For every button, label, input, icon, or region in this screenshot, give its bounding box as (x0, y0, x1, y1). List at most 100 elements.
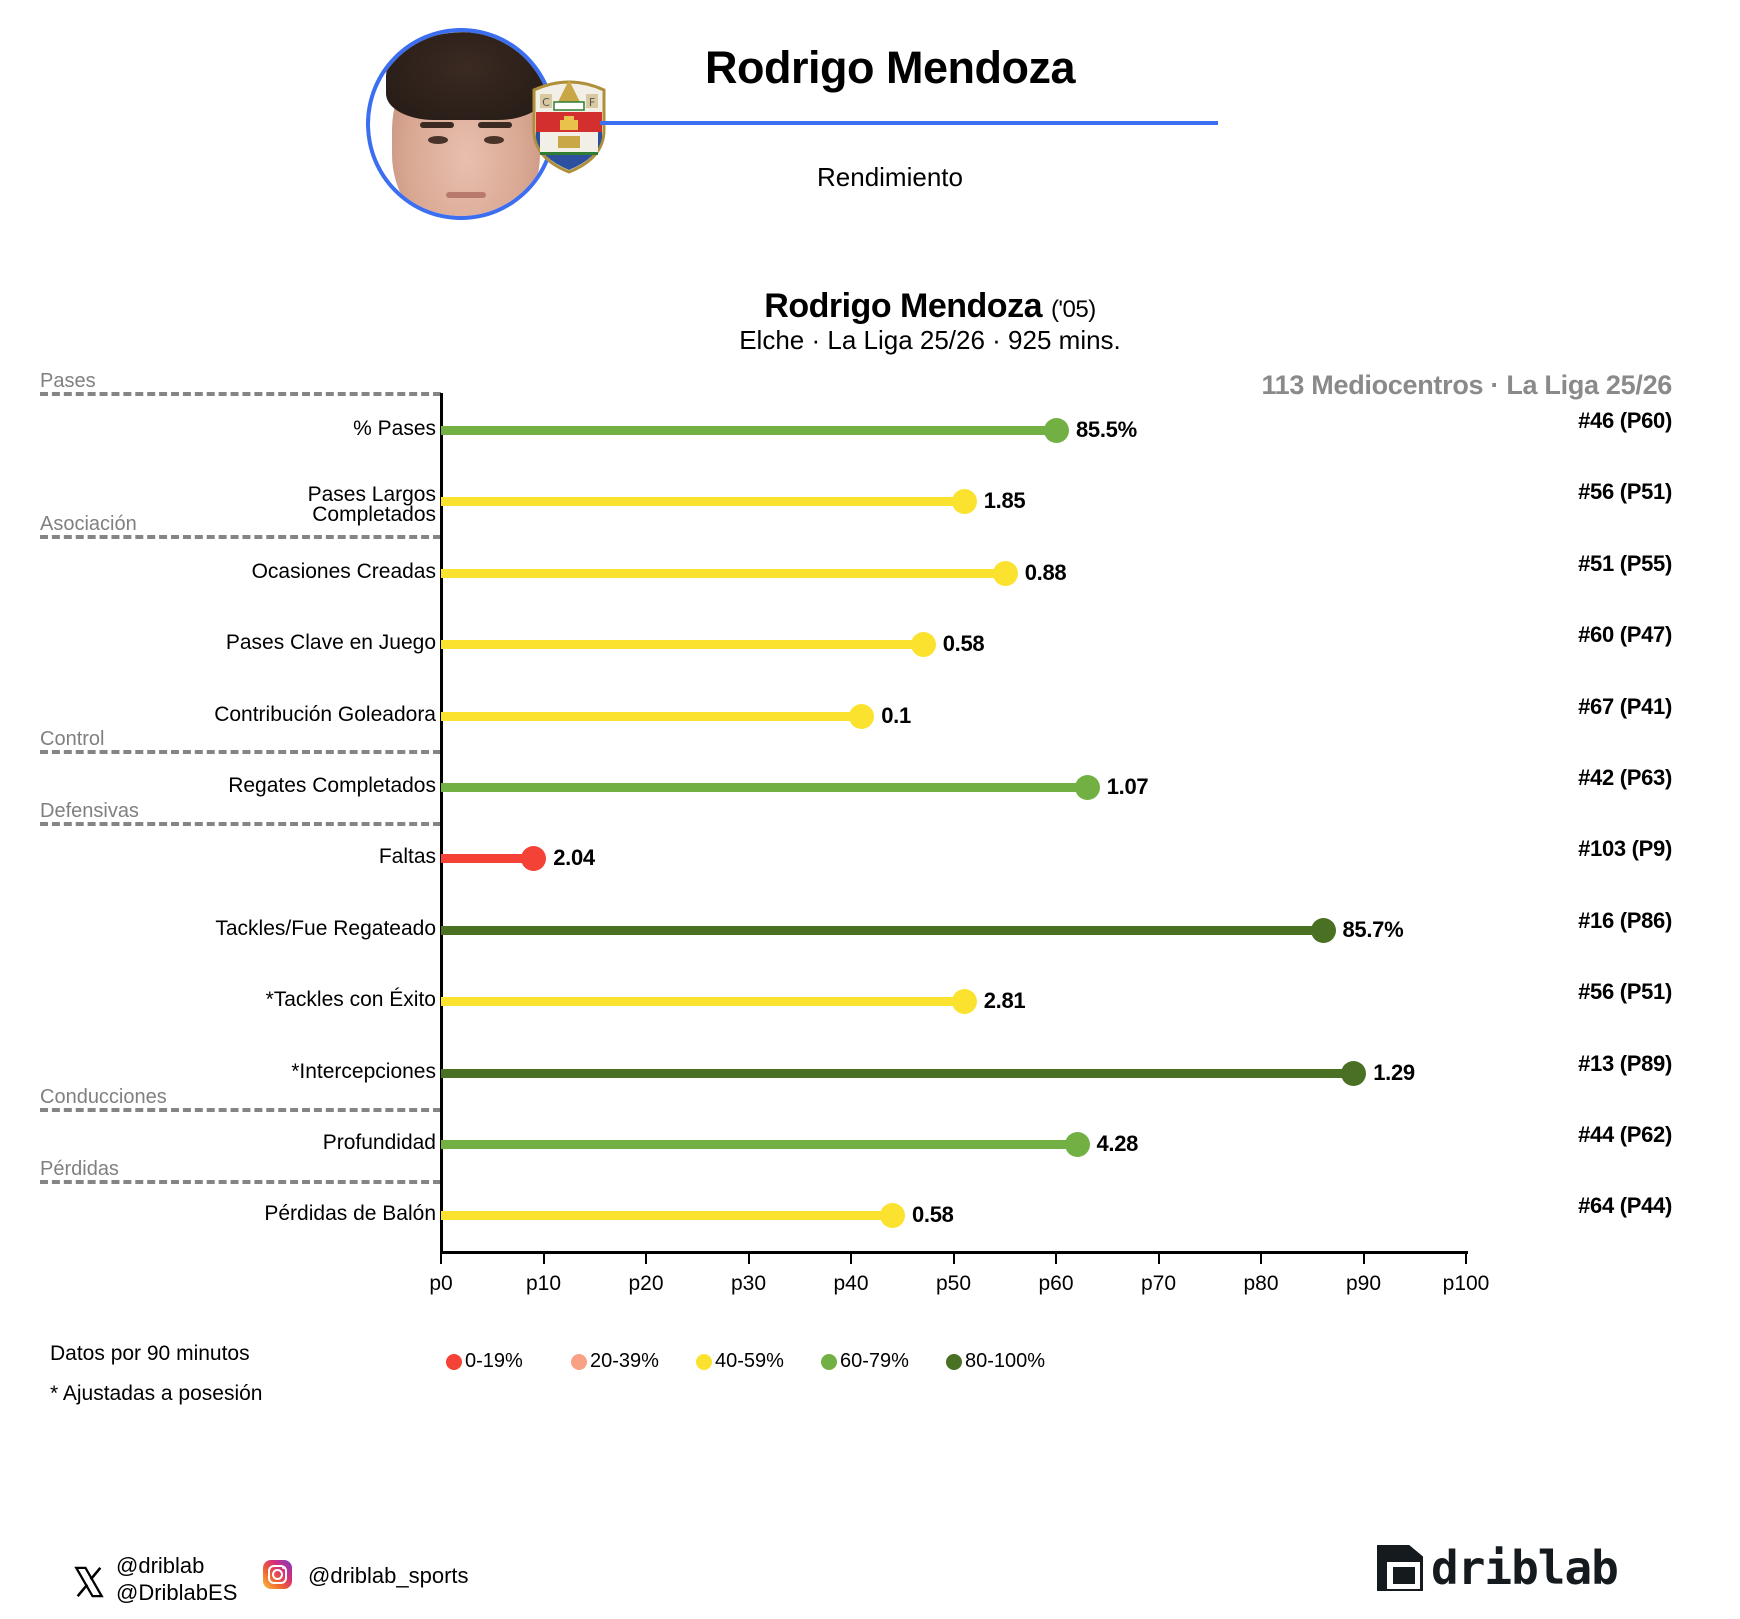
x-axis-tick (440, 1254, 442, 1264)
x-axis-tick (1465, 1254, 1467, 1264)
metric-rank: #42 (P63) (1578, 765, 1672, 790)
metric-rank: #60 (P47) (1578, 622, 1672, 648)
legend-item-40-59: 40-59% (696, 1350, 784, 1373)
x-axis-tick-label: p70 (1140, 1272, 1177, 1295)
metric-dot (521, 846, 547, 872)
section-label-conducciones: Conducciones (40, 1086, 167, 1108)
population-label: 113 Mediocentros · La Liga 25/26 (1261, 370, 1672, 400)
note-possession: * Ajustadas a posesión (50, 1382, 263, 1405)
x-axis-tick-label: p90 (1345, 1272, 1382, 1295)
metric-value: 1.85 (983, 488, 1026, 514)
legend-label: 80-100% (965, 1350, 1046, 1372)
section-divider-defensivas (40, 822, 441, 826)
metric-dot (951, 989, 977, 1015)
x-axis-tick-label: p0 (429, 1272, 453, 1295)
note-per90: Datos por 90 minutos (50, 1342, 250, 1365)
metric-label: Pases Largos (307, 483, 436, 507)
chart-birth-year: ('05) (1050, 296, 1096, 323)
legend-item-20-39: 20-39% (571, 1350, 659, 1373)
metric-dot (992, 560, 1018, 586)
metric-bar (441, 497, 964, 507)
player-brow-left (420, 122, 454, 128)
x-axis-tick (747, 1254, 750, 1264)
x-axis-tick (1260, 1254, 1262, 1264)
x-axis (440, 1251, 1468, 1254)
section-divider-asociacion (40, 535, 441, 539)
legend-item-60-79: 60-79% (821, 1350, 909, 1373)
x-axis-tick (952, 1254, 955, 1264)
x-axis-tick (1157, 1254, 1160, 1264)
driblab-logo: driblab (1377, 1541, 1619, 1595)
legend-dot-green-icon (821, 1353, 837, 1370)
metric-value: 0.58 (942, 631, 985, 657)
x-axis-tick-label: p10 (525, 1272, 562, 1295)
section-divider-control (40, 750, 441, 754)
legend-dot-red-icon (446, 1353, 462, 1370)
metric-dot (1064, 1132, 1090, 1157)
section-divider-perdidas (40, 1180, 441, 1184)
metric-label: Ocasiones Creadas (251, 559, 436, 583)
legend-label: 40-59% (715, 1350, 784, 1372)
metric-dot (951, 489, 977, 515)
legend-label: 60-79% (840, 1350, 909, 1372)
x-axis-tick (645, 1254, 647, 1264)
metric-label: % Pases (353, 417, 436, 440)
legend-label: 0-19% (465, 1350, 523, 1372)
page-subtitle: Rendimiento (817, 162, 963, 192)
instagram-handle[interactable]: @driblab_sports (308, 1563, 469, 1588)
metric-dot (1341, 1060, 1367, 1086)
metric-value: 2.81 (983, 988, 1026, 1014)
x-axis-tick-label: p60 (1038, 1272, 1074, 1295)
metric-label: Faltas (378, 845, 436, 869)
x-handle-1[interactable]: @driblab (116, 1553, 205, 1578)
x-handle-2[interactable]: @DriblabES (116, 1580, 238, 1605)
section-divider-pases (40, 392, 441, 396)
player-photo (366, 28, 556, 220)
metric-dot (880, 1203, 905, 1229)
metric-rank: #44 (P62) (1578, 1122, 1672, 1147)
x-axis-tick (1362, 1254, 1365, 1264)
metric-dot (1044, 418, 1069, 443)
player-mouth (446, 192, 486, 198)
metric-value: 1.07 (1106, 774, 1149, 799)
metric-bar (441, 925, 1323, 935)
x-axis-tick-label: p80 (1243, 1272, 1279, 1295)
x-axis-tick-label: p40 (833, 1272, 869, 1295)
player-brow-right (478, 122, 512, 128)
x-axis-tick-label: p50 (935, 1272, 972, 1295)
y-axis (440, 393, 443, 1254)
metric-value: 85.7% (1342, 916, 1404, 942)
metric-rank: #56 (P51) (1578, 979, 1672, 1005)
elche-crest-icon: C F (532, 80, 606, 174)
metric-rank: #56 (P51) (1578, 479, 1672, 505)
legend-dot-darkgreen-icon (946, 1353, 962, 1370)
metric-rank: #16 (P86) (1578, 907, 1672, 933)
player-eye-left (428, 136, 448, 144)
x-twitter-icon (74, 1566, 104, 1598)
header-divider (600, 121, 1218, 125)
metric-bar (441, 711, 862, 721)
metric-value: 1.29 (1373, 1059, 1415, 1085)
x-axis-tick (850, 1254, 852, 1264)
metric-dot (849, 703, 875, 729)
legend-item-80-100: 80-100% (946, 1350, 1045, 1373)
driblab-logo-text: driblab (1431, 1541, 1619, 1595)
x-axis-tick-label: p100 (1442, 1272, 1490, 1295)
svg-text:F: F (589, 96, 595, 109)
metric-bar (441, 997, 964, 1007)
section-label-defensivas: Defensivas (40, 800, 139, 822)
metric-value: 0.88 (1024, 559, 1067, 585)
metric-dot (1074, 775, 1100, 800)
legend-item-0-19: 0-19% (446, 1350, 523, 1373)
metric-dot (1310, 917, 1336, 943)
metric-bar (441, 1211, 892, 1221)
x-axis-tick-label: p30 (730, 1272, 767, 1295)
metric-value: 4.28 (1096, 1131, 1139, 1156)
legend-dot-salmon-icon (571, 1353, 587, 1370)
section-label-pases: Pases (40, 370, 96, 392)
metric-label: *Intercepciones (291, 1059, 436, 1083)
metric-label: Regates Completados (228, 774, 436, 797)
metric-label: Profundidad (322, 1131, 436, 1154)
x-axis-tick (542, 1254, 545, 1264)
metric-value: 0.58 (912, 1202, 954, 1228)
